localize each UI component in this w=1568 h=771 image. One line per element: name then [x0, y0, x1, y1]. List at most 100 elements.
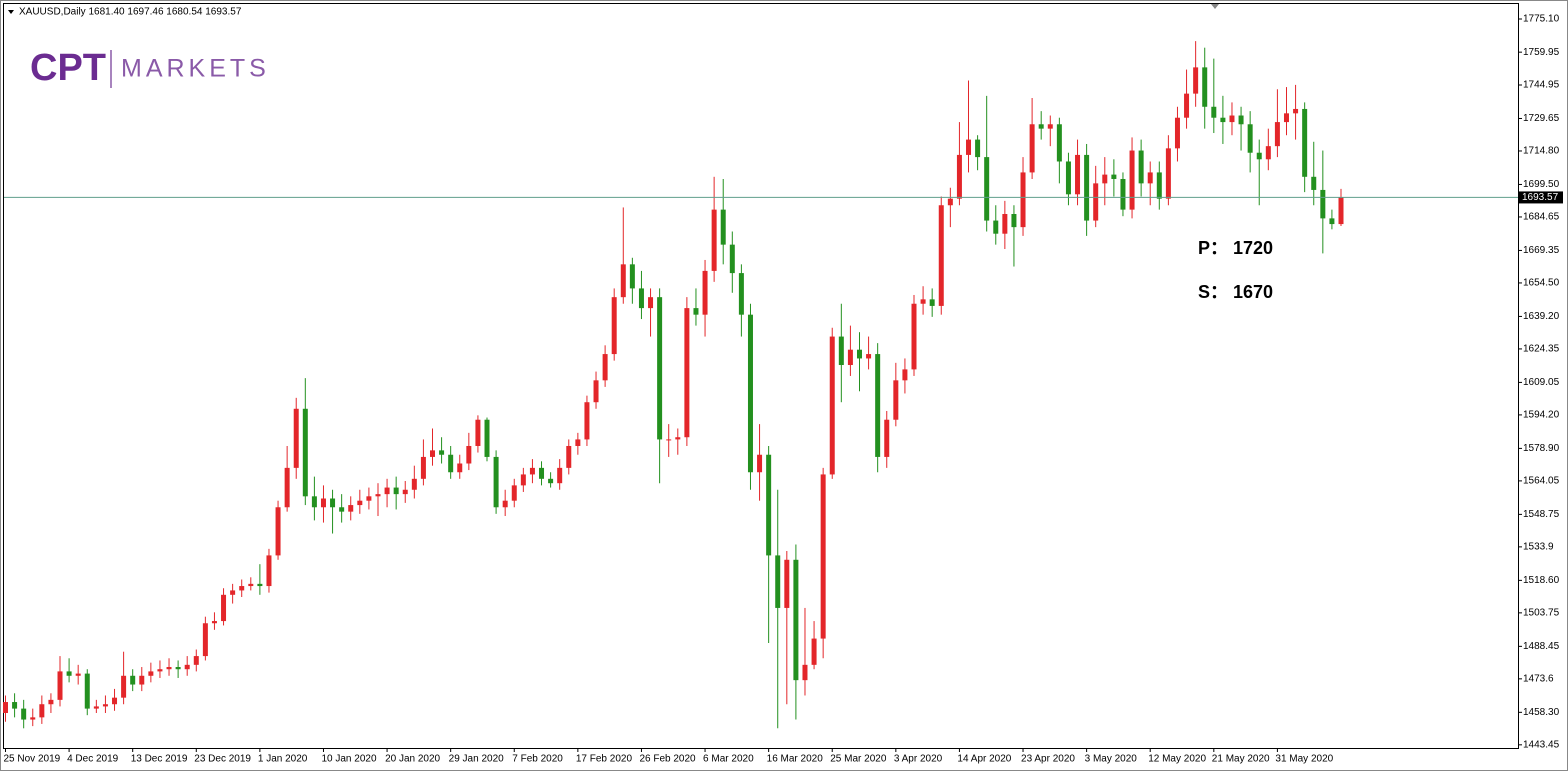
candle-body — [411, 478, 417, 490]
candle-body — [466, 445, 472, 464]
x-tick-label: 16 Mar 2020 — [767, 754, 824, 765]
candle-body — [21, 708, 27, 720]
candle-body — [75, 673, 81, 676]
candle-body — [384, 487, 390, 495]
candle-body — [166, 667, 172, 670]
candle-body — [557, 467, 563, 484]
candle-body — [757, 454, 763, 473]
candle-body — [475, 419, 481, 446]
candle-body — [666, 439, 672, 441]
y-tick-label: 1654.50 — [1523, 278, 1560, 289]
candle-body — [584, 402, 590, 440]
candle-body — [1165, 148, 1171, 199]
candle-body — [302, 408, 308, 497]
candle-body — [311, 496, 317, 508]
y-tick-label: 1744.95 — [1523, 80, 1560, 91]
candle-body — [1156, 172, 1162, 199]
candle-body — [39, 704, 45, 718]
candle-body — [820, 474, 826, 639]
y-tick-label: 1518.60 — [1523, 575, 1560, 586]
candle-body — [1302, 108, 1308, 177]
y-tick-label: 1548.75 — [1523, 509, 1560, 520]
candle-body — [266, 555, 272, 587]
candle-body — [1075, 154, 1081, 195]
candle-body — [711, 209, 717, 271]
price-tag-bg — [1519, 191, 1563, 204]
candle-body — [648, 297, 654, 309]
candle-body — [1265, 146, 1271, 160]
candle-body — [539, 467, 545, 479]
candle-body — [811, 638, 817, 665]
candle-body — [611, 297, 617, 355]
candle-body — [1229, 115, 1235, 123]
x-tick-label: 26 Feb 2020 — [639, 754, 696, 765]
candle-body — [629, 264, 635, 289]
candle-body — [130, 675, 136, 685]
candle-body — [257, 583, 263, 587]
candle-body — [747, 314, 753, 473]
y-tick-label: 1759.95 — [1523, 47, 1560, 58]
y-tick-label: 1775.10 — [1523, 14, 1560, 25]
price-tag: 1693.57 — [1522, 192, 1559, 203]
candle-body — [221, 594, 227, 622]
x-tick-label: 7 Feb 2020 — [512, 754, 563, 765]
candle-body — [1065, 161, 1071, 195]
candle-body — [348, 505, 354, 512]
candle-body — [684, 308, 690, 438]
candle-body — [1111, 174, 1117, 179]
candle-body — [84, 673, 90, 709]
y-tick-label: 1503.75 — [1523, 608, 1560, 619]
y-tick-label: 1669.35 — [1523, 245, 1560, 256]
candle-body — [230, 590, 236, 595]
candle-body — [12, 702, 18, 709]
x-tick-label: 21 May 2020 — [1212, 754, 1270, 765]
x-tick-label: 12 May 2020 — [1148, 754, 1206, 765]
candle-body — [502, 500, 508, 508]
candle-body — [766, 454, 772, 556]
candle-body — [484, 419, 490, 457]
candle-body — [148, 671, 154, 676]
y-tick-label: 1684.65 — [1523, 212, 1560, 223]
candle-body — [1147, 172, 1153, 184]
candle-body — [702, 270, 708, 315]
candle-body — [920, 299, 926, 304]
candle-body — [548, 478, 554, 484]
candle-body — [493, 456, 499, 508]
x-tick-label: 3 Apr 2020 — [894, 754, 943, 765]
candle-body — [847, 349, 853, 366]
candle-body — [566, 445, 572, 468]
y-tick-label: 1714.80 — [1523, 146, 1560, 157]
candle-body — [1238, 115, 1244, 125]
x-tick-label: 29 Jan 2020 — [449, 754, 504, 765]
candle-body — [30, 717, 36, 720]
candle-body — [1220, 117, 1226, 123]
candle-body — [657, 297, 663, 440]
candle-body — [738, 273, 744, 315]
candle-body — [1311, 176, 1317, 190]
x-tick-label: 3 May 2020 — [1085, 754, 1138, 765]
y-tick-label: 1473.6 — [1523, 673, 1554, 684]
y-tick-label: 1443.45 — [1523, 739, 1560, 750]
candle-body — [929, 299, 935, 306]
candle-body — [139, 675, 145, 685]
x-tick-label: 6 Mar 2020 — [703, 754, 754, 765]
x-tick-label: 1 Jan 2020 — [258, 754, 308, 765]
candle-body — [1184, 93, 1190, 118]
annotation: P： 1720 — [1198, 238, 1273, 258]
candle-body — [1211, 106, 1217, 118]
candle-body — [248, 583, 254, 587]
candle-body — [1084, 154, 1090, 221]
logo-brand: CPT — [30, 47, 106, 89]
x-tick-label: 17 Feb 2020 — [576, 754, 633, 765]
candle-body — [938, 205, 944, 306]
candle-body — [866, 354, 872, 359]
candle-body — [620, 264, 626, 298]
candle-body — [947, 198, 953, 206]
candle-body — [884, 419, 890, 457]
candle-body — [1193, 67, 1199, 94]
candle-body — [1247, 124, 1253, 153]
candle-body — [984, 157, 990, 221]
candle-body — [520, 474, 526, 486]
candle-body — [1020, 172, 1026, 228]
